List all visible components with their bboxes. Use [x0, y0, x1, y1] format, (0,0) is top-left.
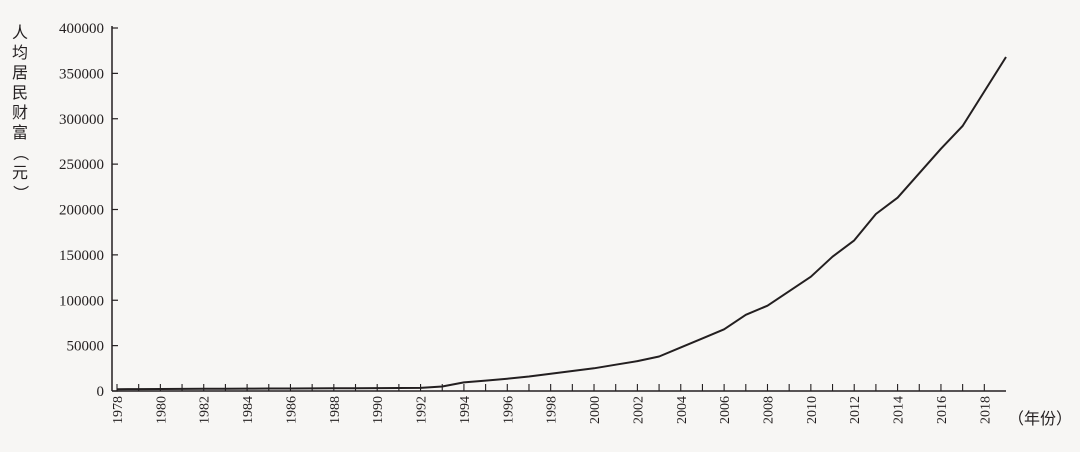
- y-axis-label-char: 元: [12, 165, 28, 182]
- x-tick-label: 2016: [935, 396, 950, 424]
- x-tick-label: 2018: [978, 396, 993, 424]
- series-group: [116, 56, 1007, 391]
- x-axis-ticks: 1978 1980 1982 1984 1986 1988 1990 1992 1994 1996…: [111, 384, 993, 424]
- x-tick-label: 1978: [111, 396, 126, 424]
- x-tick-label: 1998: [545, 396, 560, 424]
- x-tick-label: 2002: [631, 396, 646, 424]
- y-axis-label-char: 居: [12, 65, 28, 82]
- series-line: [116, 56, 1007, 391]
- x-tick-label: 1990: [371, 396, 386, 424]
- y-axis-label-char: 均: [12, 44, 28, 62]
- y-axis-label-char: 人: [12, 24, 28, 42]
- y-tick-label: 200000: [59, 203, 104, 219]
- x-axis-label: （年份）: [1008, 410, 1072, 428]
- y-tick-label: 350000: [59, 66, 104, 82]
- x-tick-label: 2008: [761, 396, 776, 424]
- x-tick-label: 2000: [588, 396, 603, 424]
- x-tick-label: 1992: [415, 396, 430, 424]
- y-tick-label: 100000: [59, 293, 104, 309]
- y-axis-label-char: 财: [12, 104, 28, 122]
- x-tick-label: 1984: [241, 396, 256, 424]
- x-tick-label: 1988: [328, 396, 343, 424]
- x-tick-label: 1994: [458, 396, 473, 424]
- y-tick-label: 50000: [67, 339, 105, 355]
- y-tick-label: 250000: [59, 157, 104, 173]
- y-axis-label-char: ）: [11, 185, 29, 201]
- y-tick-label: 400000: [59, 21, 104, 37]
- y-tick-label: 300000: [59, 112, 104, 128]
- x-tick-label: 1996: [501, 396, 516, 424]
- x-tick-label: 1982: [198, 396, 213, 424]
- y-axis-label-char: 富: [12, 124, 28, 142]
- x-tick-label: 1986: [284, 396, 299, 424]
- x-tick-label: 2004: [675, 396, 690, 424]
- x-tick-label: 1980: [154, 396, 169, 424]
- y-axis-ticks: 0 50000 100000 150000 200000 250000 300000 3500…: [59, 21, 118, 400]
- x-tick-label: 2006: [718, 396, 733, 424]
- x-tick-label: 2014: [892, 396, 907, 424]
- y-tick-label: 150000: [59, 248, 104, 264]
- x-tick-label: 2012: [848, 396, 863, 424]
- x-tick-label: 2010: [805, 396, 820, 424]
- y-axis-label-char: （: [11, 145, 29, 161]
- y-axis-label-char: 民: [12, 85, 28, 102]
- y-tick-label: 0: [97, 384, 105, 400]
